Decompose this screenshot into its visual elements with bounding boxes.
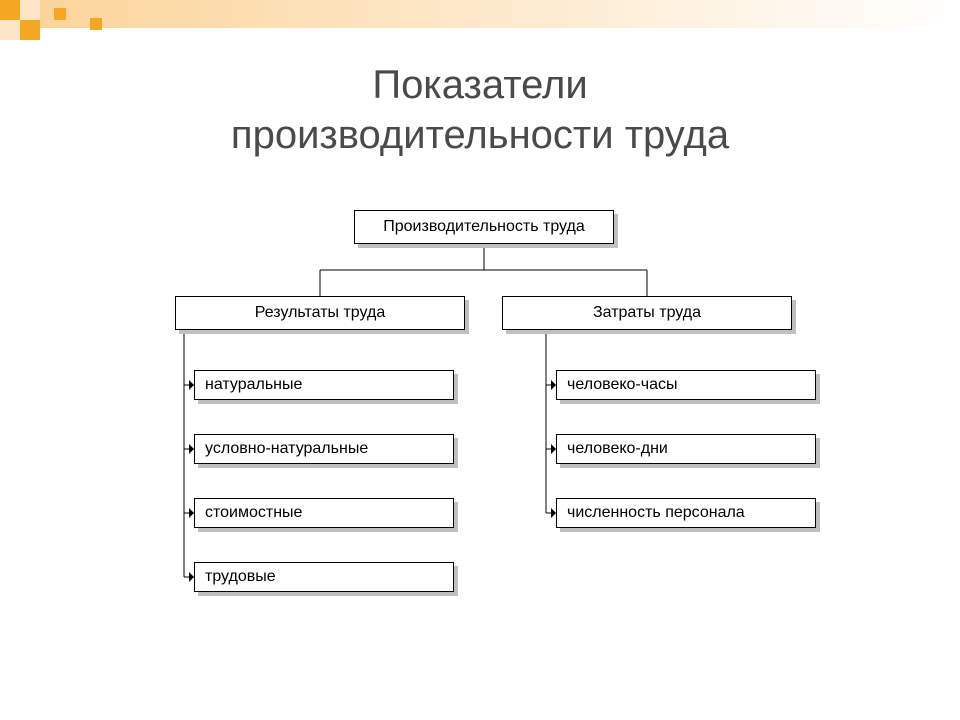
node-rightM: Затраты труда <box>502 296 792 330</box>
org-diagram: Производительность труда Результаты труда… <box>0 200 960 680</box>
node-l1: натуральные <box>194 370 454 400</box>
node-root: Производительность труда <box>354 210 614 244</box>
page-title: Показателипроизводительности труда <box>0 60 960 160</box>
node-l4: трудовые <box>194 562 454 592</box>
node-l3: стоимостные <box>194 498 454 528</box>
node-leftM: Результаты труда <box>175 296 465 330</box>
corner-decoration <box>0 0 130 40</box>
deco-square <box>54 8 66 20</box>
deco-square <box>0 0 20 20</box>
node-r3: численность персонала <box>556 498 816 528</box>
deco-square <box>90 18 102 30</box>
deco-square <box>0 20 20 40</box>
gradient-band <box>40 0 960 28</box>
deco-square <box>20 0 40 20</box>
node-l2: условно-натуральные <box>194 434 454 464</box>
node-r2: человеко-дни <box>556 434 816 464</box>
node-r1: человеко-часы <box>556 370 816 400</box>
deco-square <box>20 20 40 40</box>
